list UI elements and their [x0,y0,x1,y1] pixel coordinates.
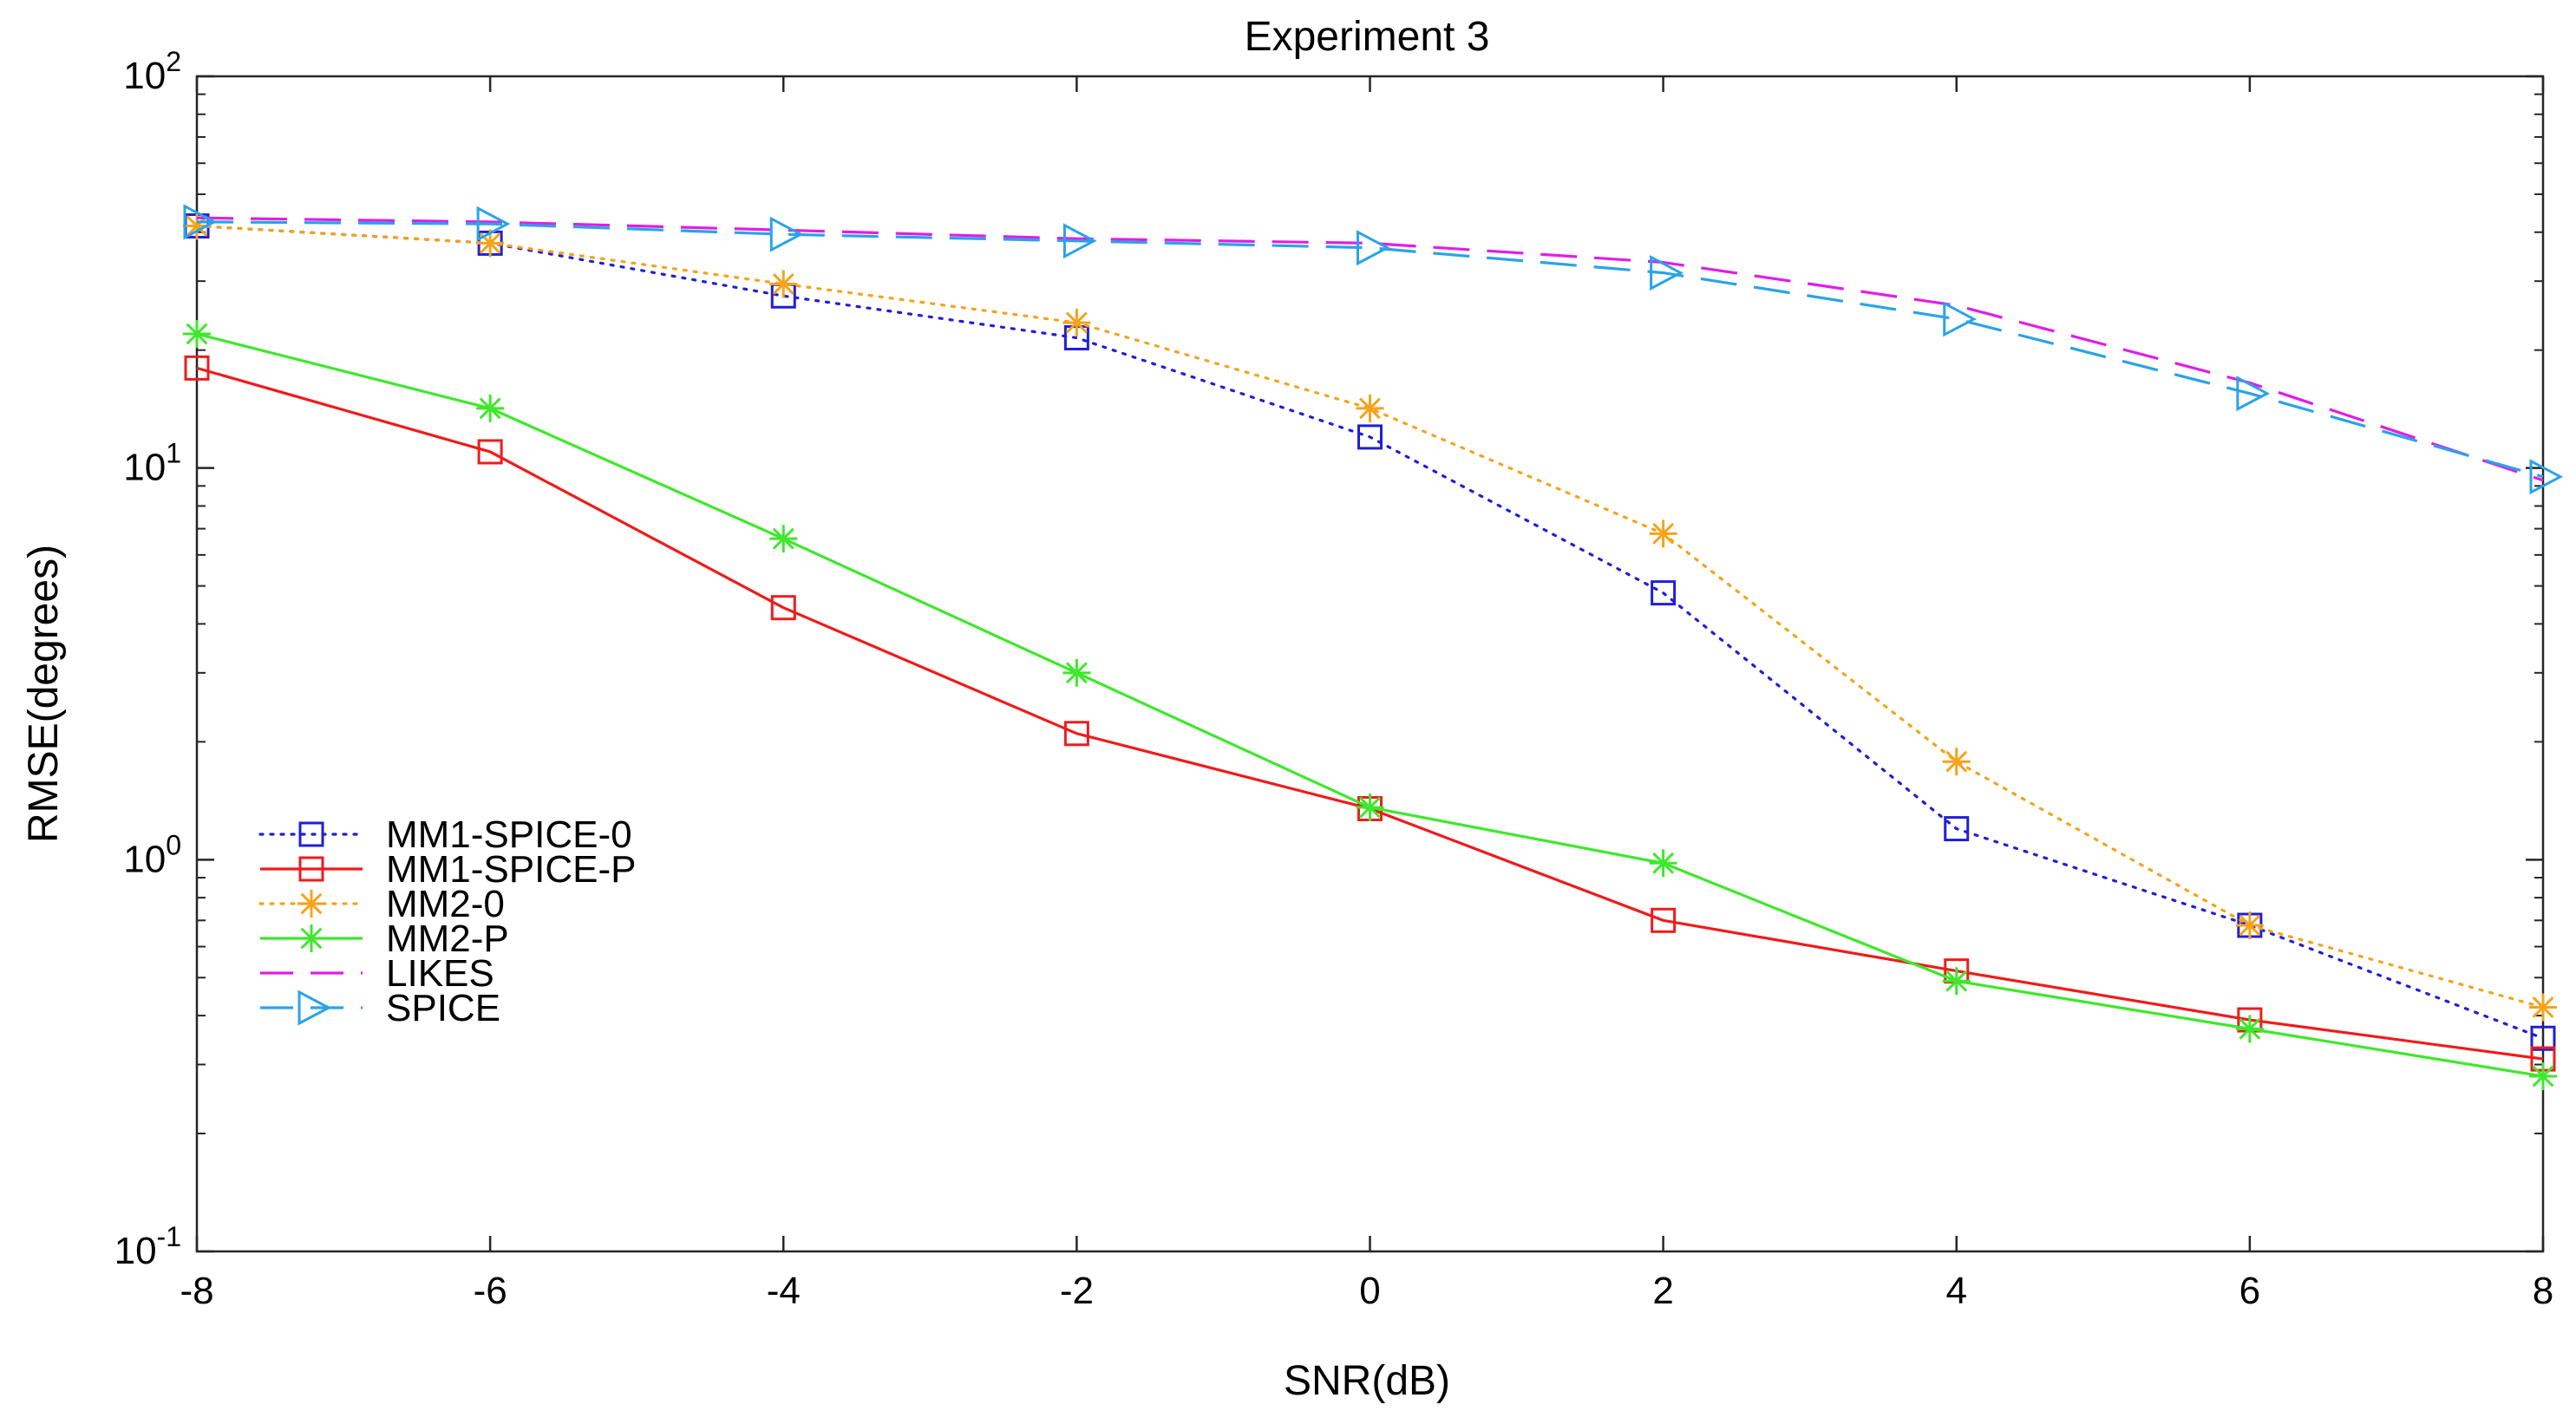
data-point-spice [2236,376,2271,412]
data-point-mm2-0 [2529,993,2557,1022]
legend: MM1-SPICE-0MM1-SPICE-PMM2-0MM2-PLIKESSPI… [258,813,636,1029]
data-point-mm2-p [769,525,798,553]
data-point-mm2-0 [1356,394,1384,422]
data-point-mm2-p [1942,967,1971,996]
data-point-mm2-0 [1062,309,1091,337]
data-point-mm2-0 [1942,748,1971,776]
data-point-mm1-spice-0 [2530,1025,2556,1051]
data-point-mm1-spice-0 [1651,580,1677,606]
data-point-mm2-p [476,394,505,422]
y-tick-label: 102 [123,46,181,97]
x-tick-label: 4 [1946,1270,1967,1312]
series-line-spice [196,220,2544,479]
legend-label-likes: LIKES [386,952,494,995]
y-tick-label: 10-1 [114,1221,181,1272]
plot-area: -8 -6 -4 -2 0 2 4 6 8 10-1 100 101 102 MM1-SPICE-0MM1… [114,46,2564,1312]
x-tick-label: 0 [1359,1270,1380,1312]
x-tick-label: -8 [180,1270,213,1312]
legend-label-mm1-spice-0: MM1-SPICE-0 [386,813,632,856]
chart-title: Experiment 3 [1245,14,1490,60]
data-point-mm2-p [1356,794,1384,822]
legend-marker-mm2-p [297,924,325,952]
data-point-mm1-spice-p [1063,721,1089,747]
data-point-mm1-spice-p [184,355,210,381]
data-point-mm2-p [2529,1062,2557,1091]
data-point-mm2-p [2235,1015,2264,1043]
x-tick-label: -4 [767,1270,801,1312]
data-point-mm1-spice-p [770,595,796,621]
data-point-mm2-0 [1649,519,1677,548]
data-point-spice [2529,459,2564,495]
legend-marker-mm2-0 [297,890,325,918]
y-axis-label: RMSE(degrees) [21,545,67,843]
data-point-mm2-0 [769,270,798,298]
data-point-mm2-0 [2235,911,2264,939]
legend-label-mm2-p: MM2-P [386,918,509,960]
legend-marker-mm1-spice-p [298,856,324,882]
data-point-mm2-p [183,320,211,349]
data-point-spice [1650,255,1684,291]
data-point-mm1-spice-0 [1944,816,1970,842]
legend-marker-mm1-spice-0 [298,821,324,847]
legend-label-spice: SPICE [386,987,500,1029]
x-tick-label: -2 [1060,1270,1094,1312]
data-point-spice [183,204,218,240]
data-point-spice [769,216,804,252]
x-tick-label: 6 [2239,1270,2260,1312]
data-point-mm1-spice-p [1651,907,1677,933]
legend-marker-spice [297,990,332,1026]
data-point-spice [476,206,511,242]
y-tick-label: 101 [123,438,181,489]
data-point-mm2-p [1649,849,1677,878]
x-tick-label: 8 [2533,1270,2553,1312]
y-tick-label: 100 [123,829,181,880]
data-point-mm1-spice-0 [1357,424,1383,450]
data-point-spice [1062,223,1097,259]
legend-label-mm2-0: MM2-0 [386,883,505,925]
data-point-spice [1943,301,1977,337]
x-tick-label: 2 [1652,1270,1673,1312]
series-line-likes [196,216,2544,482]
data-point-spice [1357,230,1390,266]
series-line-mm1-spice-0 [195,224,2545,1040]
x-axis-label: SNR(dB) [1284,1358,1450,1404]
x-tick-label: -6 [474,1270,507,1312]
data-point-mm2-p [1062,658,1091,687]
series-line-mm2-0 [195,224,2545,1009]
data-point-mm1-spice-p [477,439,503,465]
legend-label-mm1-spice-p: MM1-SPICE-P [386,848,636,891]
